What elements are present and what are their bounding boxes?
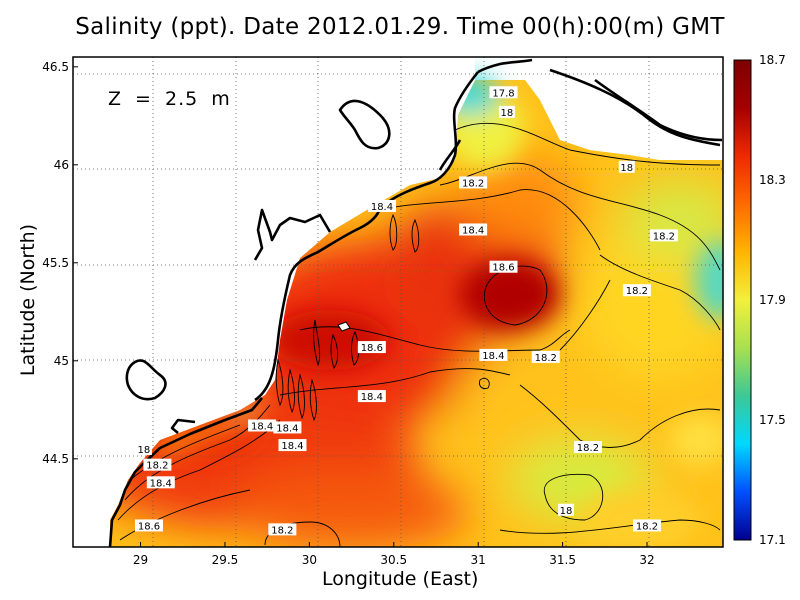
contour-label-box: [134, 519, 163, 532]
contour-label: 18.2: [577, 443, 599, 454]
contour-label: 18.2: [535, 353, 557, 364]
contour-label-box: [143, 458, 172, 471]
x-tick-label: 29.5: [212, 553, 239, 567]
x-axis-label: Longitude (East): [322, 568, 479, 590]
colorbar-tick-label: 17.1: [759, 533, 786, 547]
y-tick-label: 45: [54, 354, 69, 368]
contour-label: 18.2: [462, 178, 484, 189]
y-tick-label: 44.5: [42, 452, 69, 466]
colorbar-tick-label: 17.5: [759, 413, 786, 427]
contour-label-box: [489, 86, 518, 99]
contour-label-box: [531, 350, 560, 363]
y-tick-label: 46.5: [42, 60, 69, 74]
contour-label: 18.6: [492, 263, 514, 274]
contour-label: 18.6: [138, 521, 160, 532]
contour-label: 18.2: [626, 286, 648, 297]
y-ticks: 44.5 45 45.5 46 46.5: [42, 60, 78, 466]
x-tick-label: 30: [302, 553, 317, 567]
x-tick-label: 31: [471, 553, 486, 567]
colorbar-ticks: 18.7 18.3 17.9 17.5 17.1: [759, 53, 786, 547]
coastline: [108, 58, 723, 547]
contour-label-box: [557, 503, 574, 516]
contour-label: 18.4: [276, 423, 298, 434]
x-tick-label: 29: [133, 553, 148, 567]
contour-label: 18.4: [251, 421, 273, 432]
y-tick-label: 45.5: [42, 256, 69, 270]
colorbar-tick-label: 18.7: [759, 53, 786, 67]
contour-label-box: [649, 229, 678, 242]
x-ticks: 29 29.5 30 30.5 31 31.5 32: [133, 542, 655, 567]
contour-label-box: [357, 341, 386, 354]
contour-label-box: [248, 419, 277, 432]
contour-label: 18: [620, 163, 633, 174]
contour-label: 17.8: [492, 88, 514, 99]
contour-labels: 17.8181818.218.418.418.218.618.218.618.4…: [134, 86, 678, 536]
colorbar: [733, 59, 752, 541]
contour-label: 18.2: [271, 525, 293, 536]
y-tick-label: 46: [54, 158, 69, 172]
x-tick-label: 32: [639, 553, 654, 567]
contour-label: 18: [560, 506, 573, 517]
contour-label: 18.2: [146, 461, 168, 472]
contour-label-box: [459, 176, 488, 189]
contour-label: 18: [501, 108, 514, 119]
contour-label-box: [479, 348, 508, 361]
contour-label-box: [489, 260, 518, 273]
map-title: Salinity (ppt). Date 2012.01.29. Time 00…: [75, 14, 725, 40]
contour-label-box: [268, 523, 297, 536]
x-tick-label: 30.5: [380, 553, 407, 567]
contour-label-box: [633, 519, 662, 532]
contour-label-box: [278, 439, 307, 452]
colorbar-tick-label: 18.3: [759, 173, 786, 187]
contour-label-box: [367, 199, 396, 212]
x-tick-label: 31.5: [549, 553, 576, 567]
contour-label-box: [573, 441, 602, 454]
contour-label: 18.4: [361, 392, 383, 403]
contour-label-box: [498, 105, 515, 118]
contour-label: 18.4: [281, 441, 303, 452]
contour-label-box: [146, 476, 175, 489]
colorbar-tick-label: 17.9: [759, 293, 786, 307]
contour-label: 18.2: [636, 521, 658, 532]
contour-label-box: [459, 223, 488, 236]
contour-label: 18.2: [653, 231, 675, 242]
contour-label-box: [357, 390, 386, 403]
contour-label: 18.4: [462, 225, 484, 236]
contour-label: 18.4: [150, 478, 172, 489]
plot-frame: [72, 56, 724, 548]
contour-label: 18.4: [482, 351, 504, 362]
contour-label: 18: [138, 445, 151, 456]
contour-label: 18.6: [361, 343, 383, 354]
contour-label: 18.4: [371, 202, 393, 213]
contour-label-box: [622, 284, 651, 297]
contour-label-box: [135, 443, 152, 455]
depth-label: Z = 2.5 m: [108, 88, 231, 110]
contour-label-box: [273, 421, 302, 434]
contour-label-box: [618, 160, 635, 173]
salinity-field: [73, 57, 723, 547]
